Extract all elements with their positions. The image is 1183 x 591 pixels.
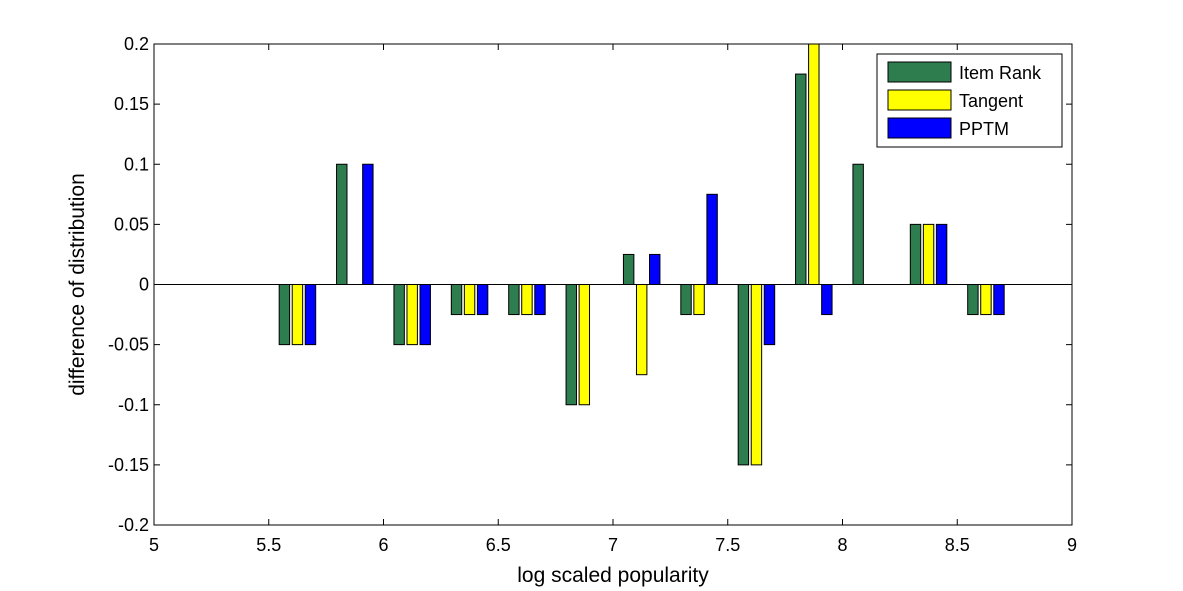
bar [463, 284, 476, 316]
bar [821, 284, 833, 316]
bar [808, 43, 820, 285]
bar [980, 284, 992, 316]
bar [419, 284, 431, 346]
legend-swatch [887, 61, 952, 83]
x-tick-label: 8 [837, 535, 847, 555]
bar [393, 284, 405, 346]
x-tick-label: 7.5 [715, 535, 740, 555]
bar [706, 193, 718, 285]
x-tick-label: 9 [1067, 535, 1077, 555]
bar [450, 284, 463, 316]
legend-item-tangent: Tangent [887, 89, 1023, 111]
legend-label: PPTM [959, 119, 1009, 139]
x-axis: 5 5.5 6 6.5 7 7.5 8 8.5 9 [149, 44, 1077, 555]
legend-item-pptm: PPTM [887, 117, 1009, 139]
bar [852, 163, 864, 285]
bar [649, 253, 661, 285]
bar [406, 284, 418, 346]
y-tick-label: -0.2 [118, 515, 149, 535]
bar [508, 284, 520, 316]
x-tick-label: 6.5 [486, 535, 511, 555]
y-tick-label: 0.1 [124, 154, 149, 174]
bar [737, 284, 750, 466]
bar [993, 284, 1005, 316]
y-axis: -0.2 -0.15 -0.1 -0.05 0 0.05 0.1 0.15 0.2 [108, 34, 1072, 535]
bar [291, 284, 304, 346]
bar [763, 284, 776, 346]
y-tick-label: 0 [139, 275, 149, 295]
bar [795, 73, 807, 285]
bar [534, 284, 546, 316]
plot-area: 5 5.5 6 6.5 7 7.5 8 8.5 9 -0.2 -0.15 -0.1 -0.05 0 0.0… [108, 34, 1077, 555]
bar [578, 284, 591, 406]
bar [278, 284, 291, 346]
y-axis-title: difference of distribution [66, 173, 89, 396]
bar [521, 284, 533, 316]
legend-label: Tangent [959, 91, 1023, 111]
x-tick-label: 8.5 [945, 535, 970, 555]
legend: Item Rank Tangent PPTM [876, 53, 1063, 148]
y-tick-label: -0.1 [118, 395, 149, 415]
bar [622, 253, 635, 285]
x-tick-label: 5.5 [256, 535, 281, 555]
bar [304, 284, 317, 346]
x-tick-label: 6 [378, 535, 388, 555]
bar [750, 284, 763, 466]
legend-swatch [887, 117, 952, 139]
bar [362, 163, 374, 285]
y-tick-label: 0.05 [114, 214, 149, 234]
bar [693, 284, 705, 316]
bar [565, 284, 577, 406]
bar [476, 284, 489, 316]
legend-label: Item Rank [959, 63, 1042, 83]
y-tick-label: 0.2 [124, 34, 149, 54]
bar [922, 223, 935, 285]
bar [635, 284, 648, 376]
legend-item-item-rank: Item Rank [887, 61, 1042, 83]
y-tick-label: -0.15 [108, 455, 149, 475]
x-tick-label: 5 [149, 535, 159, 555]
bar [967, 284, 979, 316]
y-tick-label: 0.15 [114, 94, 149, 114]
bar [336, 163, 348, 285]
bar [680, 284, 692, 316]
x-axis-title: log scaled popularity [517, 564, 709, 587]
bar [909, 223, 922, 285]
bar [935, 223, 948, 285]
legend-swatch [887, 89, 952, 111]
x-tick-label: 7 [608, 535, 618, 555]
y-tick-label: -0.05 [108, 335, 149, 355]
